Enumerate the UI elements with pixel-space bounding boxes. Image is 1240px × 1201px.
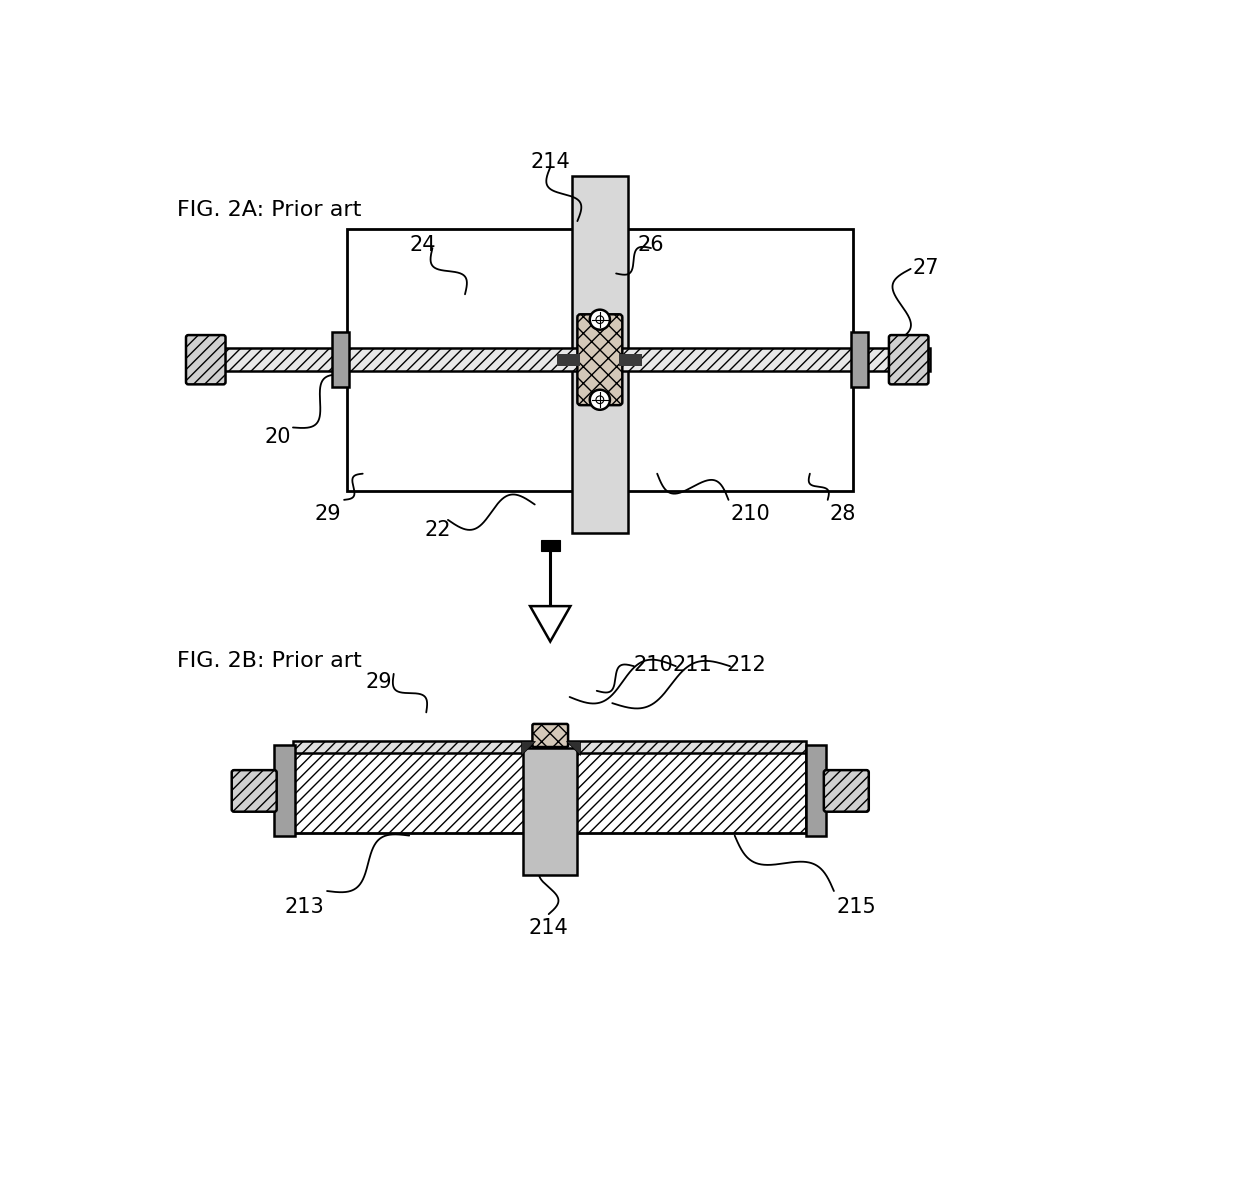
Circle shape [590, 390, 610, 410]
Circle shape [596, 396, 604, 404]
Text: FIG. 2B: Prior art: FIG. 2B: Prior art [176, 651, 361, 671]
Bar [274, 746, 295, 836]
Bar [557, 353, 580, 366]
FancyBboxPatch shape [578, 315, 622, 405]
Polygon shape [565, 741, 580, 754]
Bar [293, 741, 806, 753]
Bar [332, 331, 348, 388]
Text: 211: 211 [672, 656, 713, 675]
Text: 27: 27 [913, 258, 940, 279]
Bar [572, 177, 627, 533]
Bar [293, 749, 806, 832]
Bar [619, 353, 642, 366]
Text: 215: 215 [837, 897, 877, 918]
Text: 210: 210 [730, 504, 770, 525]
Text: 210: 210 [634, 656, 673, 675]
Text: 29: 29 [366, 671, 392, 692]
Text: 20: 20 [264, 428, 290, 448]
Polygon shape [531, 607, 570, 641]
Text: 212: 212 [727, 656, 766, 675]
Text: 22: 22 [424, 520, 451, 540]
FancyBboxPatch shape [889, 335, 929, 384]
Bar [347, 229, 853, 491]
Text: FIG. 2A: Prior art: FIG. 2A: Prior art [176, 199, 361, 220]
Polygon shape [521, 741, 534, 754]
Text: 214: 214 [531, 151, 570, 172]
Text: 24: 24 [409, 235, 435, 255]
Bar [851, 331, 868, 388]
FancyBboxPatch shape [232, 770, 277, 812]
Bar [806, 746, 826, 836]
Circle shape [590, 310, 610, 330]
Text: 214: 214 [528, 918, 569, 938]
Circle shape [596, 316, 604, 323]
Text: 29: 29 [315, 504, 341, 525]
Text: 28: 28 [830, 504, 856, 525]
FancyBboxPatch shape [823, 770, 869, 812]
Bar [523, 748, 578, 874]
Text: 213: 213 [284, 897, 324, 918]
Bar [572, 177, 627, 533]
FancyBboxPatch shape [186, 335, 226, 384]
Bar [216, 348, 930, 371]
Text: 26: 26 [637, 235, 665, 255]
FancyBboxPatch shape [532, 724, 568, 747]
Bar [541, 540, 559, 551]
